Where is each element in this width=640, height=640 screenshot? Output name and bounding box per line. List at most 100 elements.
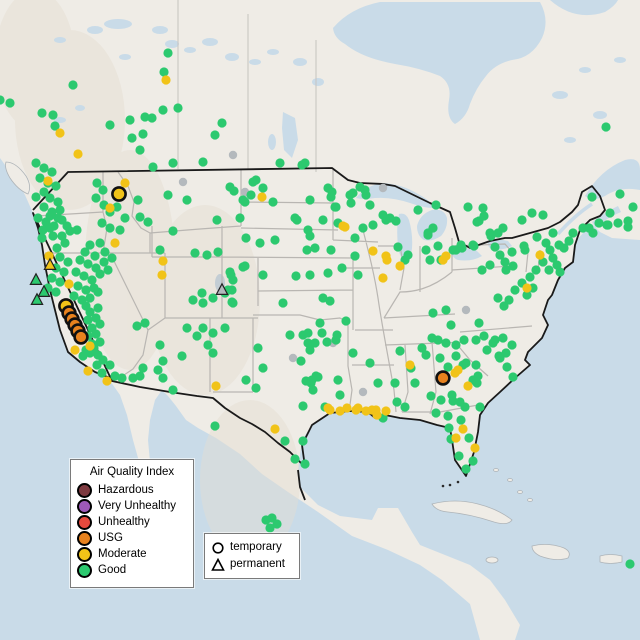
monitor-good[interactable] <box>65 226 75 236</box>
monitor-moderate[interactable] <box>44 251 54 261</box>
monitor-good[interactable] <box>459 335 469 345</box>
monitor-moderate[interactable] <box>157 270 167 280</box>
monitor-good[interactable] <box>0 95 5 105</box>
monitor-good[interactable] <box>38 225 48 235</box>
monitor-no-data[interactable] <box>378 183 388 193</box>
monitor-good[interactable] <box>555 267 565 277</box>
monitor-moderate[interactable] <box>64 279 74 289</box>
monitor-good[interactable] <box>500 257 510 267</box>
monitor-moderate[interactable] <box>85 341 95 351</box>
monitor-good[interactable] <box>125 115 135 125</box>
monitor-good[interactable] <box>285 330 295 340</box>
monitor-good[interactable] <box>168 158 178 168</box>
monitor-good[interactable] <box>603 220 613 230</box>
monitor-good[interactable] <box>545 245 555 255</box>
monitor-moderate[interactable] <box>105 203 115 213</box>
monitor-good[interactable] <box>310 338 320 348</box>
monitor-good[interactable] <box>441 305 451 315</box>
monitor-good[interactable] <box>538 257 548 267</box>
monitor-good[interactable] <box>51 181 61 191</box>
permanent-monitor-moderate[interactable] <box>43 257 57 270</box>
monitor-good[interactable] <box>428 223 438 233</box>
monitor-good[interactable] <box>628 202 638 212</box>
monitor-good[interactable] <box>531 265 541 275</box>
monitor-good[interactable] <box>93 303 103 313</box>
monitor-good[interactable] <box>39 163 49 173</box>
monitor-good[interactable] <box>305 231 315 241</box>
monitor-good[interactable] <box>517 215 527 225</box>
monitor-good[interactable] <box>198 323 208 333</box>
monitor-good[interactable] <box>99 257 109 267</box>
monitor-good[interactable] <box>290 213 300 223</box>
monitor-good[interactable] <box>275 158 285 168</box>
monitor-moderate[interactable] <box>353 403 363 413</box>
monitor-good[interactable] <box>365 358 375 368</box>
monitor-no-data[interactable] <box>178 177 188 187</box>
monitor-good[interactable] <box>310 243 320 253</box>
monitor-moderate[interactable] <box>381 251 391 261</box>
permanent-monitor-no_data[interactable] <box>215 282 229 295</box>
monitor-good[interactable] <box>155 245 165 255</box>
monitor-moderate[interactable] <box>441 251 451 261</box>
monitor-good[interactable] <box>435 353 445 363</box>
monitor-good[interactable] <box>208 328 218 338</box>
monitor-good[interactable] <box>499 301 509 311</box>
monitor-good[interactable] <box>471 360 481 370</box>
monitor-good[interactable] <box>52 243 62 253</box>
monitor-good[interactable] <box>112 202 122 212</box>
monitor-moderate[interactable] <box>372 410 382 420</box>
monitor-good[interactable] <box>248 177 258 187</box>
monitor-good[interactable] <box>45 223 55 233</box>
monitor-good[interactable] <box>140 318 150 328</box>
monitor-good[interactable] <box>120 213 130 223</box>
monitor-good[interactable] <box>495 353 505 363</box>
monitor-good[interactable] <box>148 162 158 172</box>
monitor-good[interactable] <box>308 385 318 395</box>
monitor-good[interactable] <box>501 265 511 275</box>
monitor-good[interactable] <box>456 415 466 425</box>
monitor-good[interactable] <box>69 291 79 301</box>
monitor-good[interactable] <box>39 187 49 197</box>
temporary-monitor-usg[interactable] <box>73 329 89 345</box>
monitor-moderate[interactable] <box>535 250 545 260</box>
monitor-good[interactable] <box>48 110 58 120</box>
monitor-good[interactable] <box>48 231 58 241</box>
monitor-good[interactable] <box>300 459 310 469</box>
monitor-good[interactable] <box>240 261 250 271</box>
monitor-good[interactable] <box>548 228 558 238</box>
monitor-good[interactable] <box>341 316 351 326</box>
monitor-good[interactable] <box>158 356 168 366</box>
monitor-good[interactable] <box>587 192 597 202</box>
monitor-good[interactable] <box>190 248 200 258</box>
monitor-good[interactable] <box>471 335 481 345</box>
monitor-good[interactable] <box>385 213 395 223</box>
monitor-good[interactable] <box>605 208 615 218</box>
monitor-good[interactable] <box>80 247 90 257</box>
monitor-good[interactable] <box>83 315 93 325</box>
monitor-good[interactable] <box>198 298 208 308</box>
monitor-good[interactable] <box>93 287 103 297</box>
monitor-good[interactable] <box>469 241 479 251</box>
monitor-good[interactable] <box>117 373 127 383</box>
monitor-good[interactable] <box>225 182 235 192</box>
permanent-monitor-good[interactable] <box>37 284 51 297</box>
monitor-good[interactable] <box>53 197 63 207</box>
monitor-good[interactable] <box>35 173 45 183</box>
monitor-good[interactable] <box>278 298 288 308</box>
monitor-good[interactable] <box>327 187 337 197</box>
monitor-good[interactable] <box>584 223 594 233</box>
monitor-good[interactable] <box>532 232 542 242</box>
monitor-good[interactable] <box>208 348 218 358</box>
monitor-good[interactable] <box>507 247 517 257</box>
monitor-good[interactable] <box>477 265 487 275</box>
monitor-good[interactable] <box>55 252 65 262</box>
monitor-good[interactable] <box>203 340 213 350</box>
monitor-good[interactable] <box>478 203 488 213</box>
monitor-good[interactable] <box>192 331 202 341</box>
monitor-good[interactable] <box>107 253 117 263</box>
monitor-good[interactable] <box>508 372 518 382</box>
monitor-good[interactable] <box>410 378 420 388</box>
monitor-good[interactable] <box>559 243 569 253</box>
monitor-no-data[interactable] <box>461 305 471 315</box>
monitor-good[interactable] <box>246 190 256 200</box>
